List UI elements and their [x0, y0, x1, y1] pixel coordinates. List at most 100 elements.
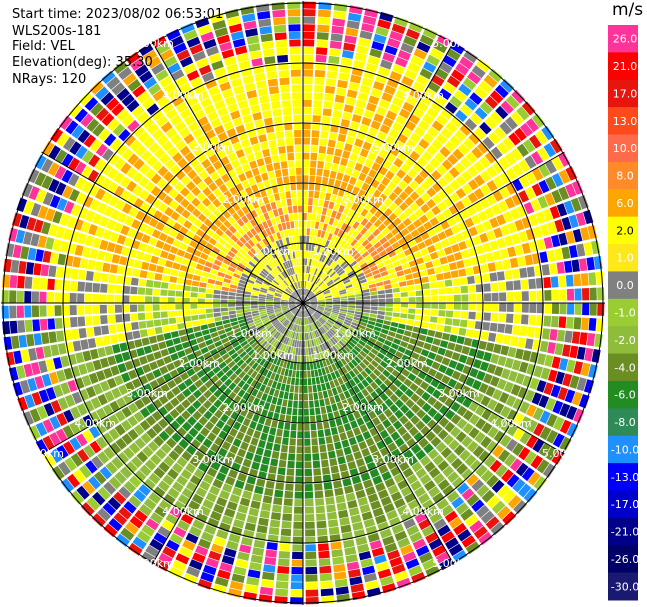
- velocity-gate: [32, 277, 40, 290]
- velocity-gate: [306, 355, 310, 363]
- velocity-gate: [315, 269, 320, 276]
- velocity-gate: [571, 331, 581, 345]
- velocity-gate: [142, 445, 154, 458]
- velocity-gate: [183, 220, 193, 229]
- velocity-gate: [255, 207, 263, 216]
- velocity-gate: [274, 32, 287, 41]
- velocity-gate: [364, 344, 373, 351]
- velocity-gate: [282, 294, 290, 298]
- velocity-gate: [165, 339, 174, 348]
- velocity-gate: [377, 489, 389, 500]
- velocity-gate: [287, 453, 296, 461]
- velocity-gate: [307, 378, 312, 386]
- velocity-gate: [107, 355, 117, 366]
- velocity-gate: [251, 236, 259, 245]
- velocity-gate: [353, 333, 362, 340]
- velocity-gate: [229, 186, 238, 196]
- velocity-gate: [353, 252, 361, 260]
- velocity-gate: [432, 338, 441, 346]
- velocity-gate: [269, 427, 277, 436]
- velocity-gate: [177, 350, 186, 359]
- velocity-gate: [80, 113, 94, 128]
- velocity-gate: [324, 192, 332, 201]
- velocity-gate: [276, 177, 283, 185]
- velocity-gate: [297, 250, 301, 258]
- velocity-gate: [72, 469, 86, 484]
- velocity-gate: [280, 317, 287, 323]
- velocity-gate: [168, 176, 180, 187]
- velocity-gate: [42, 419, 55, 433]
- velocity-gate: [332, 295, 340, 298]
- velocity-gate: [190, 309, 198, 315]
- velocity-gate: [347, 292, 355, 296]
- velocity-gate: [22, 411, 35, 426]
- velocity-gate: [253, 343, 261, 351]
- velocity-gate: [246, 515, 258, 524]
- velocity-gate: [238, 173, 247, 182]
- velocity-gate: [344, 35, 357, 45]
- velocity-gate: [255, 423, 264, 432]
- velocity-gate: [176, 392, 186, 403]
- velocity-gate: [307, 291, 313, 298]
- velocity-gate: [493, 365, 504, 377]
- velocity-gate: [60, 382, 71, 395]
- velocity-gate: [309, 282, 313, 290]
- velocity-gate: [337, 133, 347, 143]
- velocity-gate: [21, 183, 33, 198]
- velocity-gate: [417, 156, 428, 168]
- velocity-gate: [152, 247, 162, 257]
- colorbar-tick-label: 6.0: [616, 197, 634, 210]
- velocity-gate: [208, 85, 220, 97]
- velocity-gate: [207, 278, 216, 285]
- velocity-gate: [423, 309, 431, 316]
- velocity-gate: [305, 289, 309, 297]
- velocity-gate: [77, 316, 86, 327]
- velocity-gate: [536, 459, 550, 474]
- velocity-gate: [339, 310, 347, 315]
- velocity-gate: [329, 338, 336, 345]
- velocity-gate: [394, 388, 404, 398]
- velocity-gate: [212, 19, 227, 31]
- velocity-gate: [191, 493, 204, 505]
- velocity-gate: [132, 536, 147, 550]
- velocity-gate: [463, 337, 473, 347]
- velocity-gate: [423, 342, 432, 351]
- velocity-gate: [343, 446, 352, 456]
- velocity-gate: [294, 290, 299, 297]
- velocity-gate: [303, 333, 305, 341]
- velocity-gate: [400, 162, 411, 173]
- velocity-gate: [266, 275, 274, 281]
- velocity-gate: [125, 461, 138, 474]
- velocity-gate: [317, 160, 325, 169]
- velocity-gate: [264, 333, 271, 340]
- velocity-gate: [214, 340, 223, 348]
- velocity-gate: [253, 284, 261, 290]
- velocity-gate: [211, 425, 221, 436]
- velocity-gate: [251, 167, 260, 177]
- velocity-gate: [487, 426, 499, 439]
- velocity-gate: [309, 296, 317, 300]
- velocity-gate: [287, 400, 293, 408]
- velocity-gate: [450, 41, 465, 55]
- velocity-gate: [180, 469, 192, 480]
- velocity-gate: [141, 337, 150, 346]
- velocity-gate: [260, 579, 274, 588]
- velocity-gate: [335, 266, 342, 273]
- velocity-gate: [330, 313, 338, 318]
- velocity-gate: [96, 250, 106, 261]
- velocity-gate: [310, 251, 314, 259]
- velocity-gate: [410, 480, 422, 492]
- velocity-gate: [335, 448, 344, 458]
- velocity-gate: [240, 138, 251, 148]
- velocity-gate: [74, 377, 85, 390]
- velocity-gate: [324, 292, 332, 296]
- velocity-gate: [192, 175, 203, 186]
- velocity-gate: [279, 326, 286, 334]
- velocity-gate: [257, 326, 266, 332]
- velocity-gate: [206, 432, 217, 442]
- velocity-gate: [340, 181, 348, 190]
- velocity-gate: [375, 514, 387, 525]
- velocity-gate: [263, 449, 272, 458]
- velocity-gate: [538, 163, 551, 178]
- velocity-gate: [304, 317, 307, 325]
